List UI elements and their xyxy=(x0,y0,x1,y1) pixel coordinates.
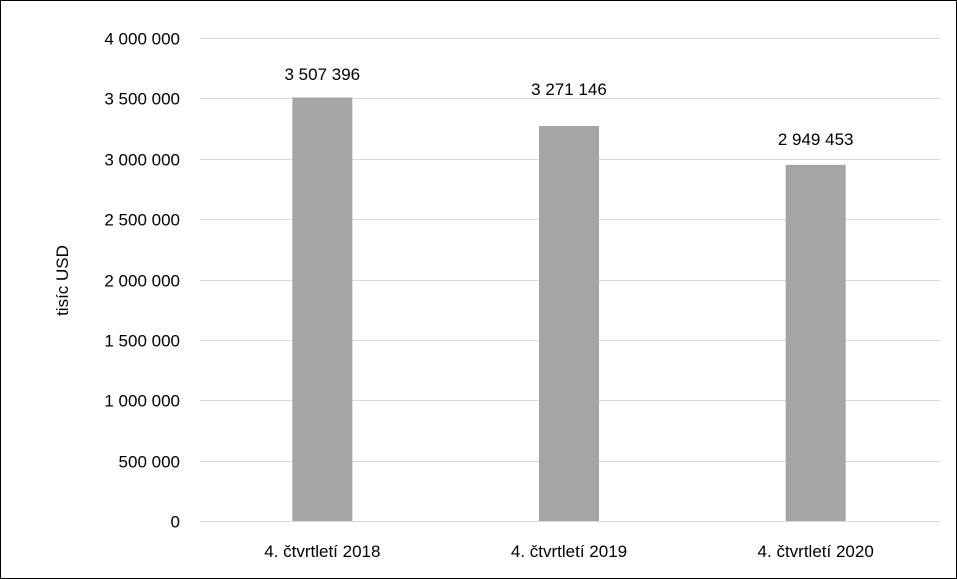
bar xyxy=(292,97,353,521)
y-tick-label: 2 500 000 xyxy=(104,211,180,230)
bars xyxy=(292,97,846,521)
data-label: 3 271 146 xyxy=(531,80,607,99)
x-category-label: 4. čtvrtletí 2020 xyxy=(758,542,874,561)
data-labels: 3 507 396 3 271 146 2 949 453 xyxy=(285,65,854,149)
x-category-label: 4. čtvrtletí 2018 xyxy=(264,542,380,561)
bar xyxy=(539,126,599,521)
y-tick-label: 3 500 000 xyxy=(104,90,180,109)
y-tick-label: 2 000 000 xyxy=(104,272,180,291)
data-label: 3 507 396 xyxy=(285,65,361,84)
y-axis-title: tisíc USD xyxy=(53,245,72,316)
data-label: 2 949 453 xyxy=(778,130,854,149)
y-tick-label: 1 500 000 xyxy=(104,332,180,351)
x-axis-categories: 4. čtvrtletí 2018 4. čtvrtletí 2019 4. čtv… xyxy=(264,542,874,561)
y-tick-label: 4 000 000 xyxy=(104,30,180,49)
bar xyxy=(785,164,846,521)
y-tick-label: 1 000 000 xyxy=(104,392,180,411)
x-category-label: 4. čtvrtletí 2019 xyxy=(511,542,627,561)
y-tick-label: 500 000 xyxy=(119,453,180,472)
y-tick-label: 0 xyxy=(171,513,180,532)
y-tick-label: 3 000 000 xyxy=(104,151,180,170)
y-axis-ticks: 0 500 000 1 000 000 1 500 000 2 000 000 2 500… xyxy=(104,30,180,532)
